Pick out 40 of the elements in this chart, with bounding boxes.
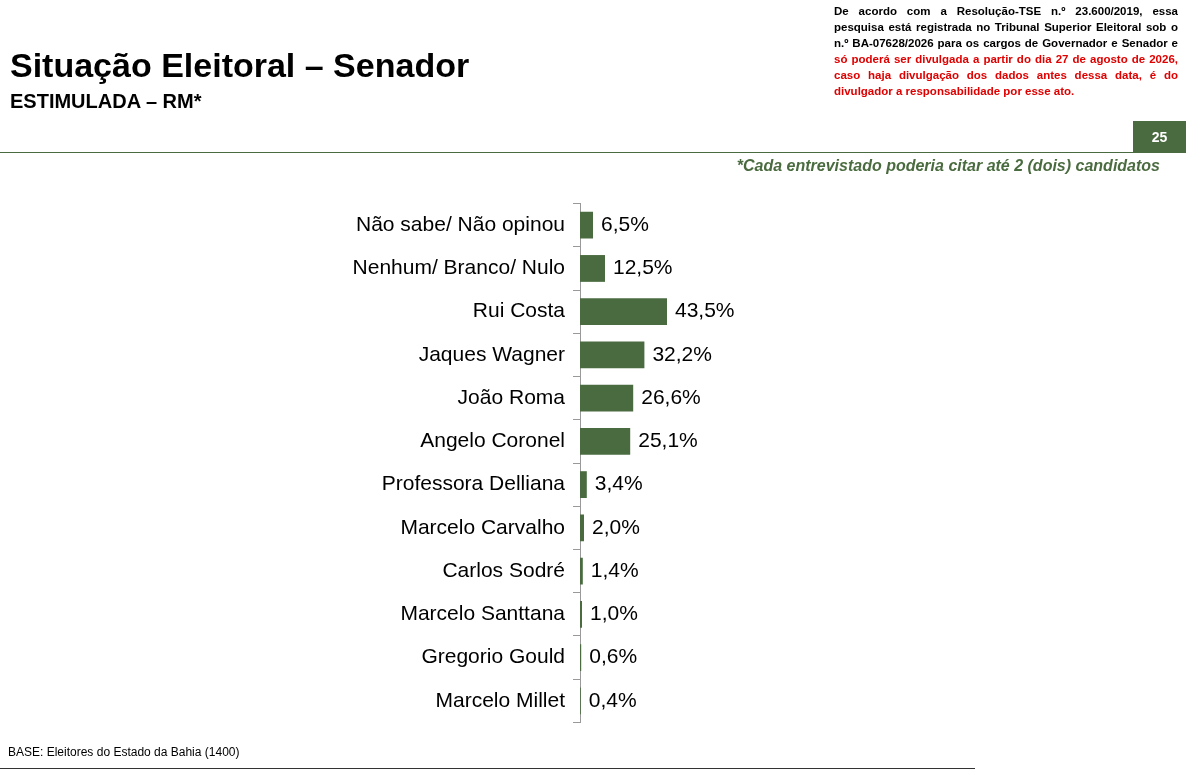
data-label: 25,1% bbox=[638, 428, 698, 452]
y-tick-label: Professora Delliana bbox=[381, 471, 566, 495]
bar bbox=[580, 427, 631, 455]
bar bbox=[580, 211, 593, 239]
data-label: 0,4% bbox=[588, 687, 637, 711]
bar bbox=[580, 341, 645, 369]
text: De acordo com a Resolução-TSE n.º 23.600/2019, essa pesquisa está registrada no Tribunal Superior Eleitoral sob o n.º BA-07628/2026 para os cargos de Governador e Senador e bbox=[834, 5, 1178, 49]
text: Situação Eleitoral – Senador bbox=[10, 46, 470, 85]
y-tick-label: Jaques Wagner bbox=[418, 341, 565, 365]
y-tick-label: Marcelo Santtana bbox=[400, 601, 566, 625]
text: ESTIMULADA – RM* bbox=[10, 90, 202, 113]
text: 25 bbox=[1133, 121, 1186, 152]
text: *Cada entrevistado poderia citar até 2 (dois) candidatos bbox=[736, 157, 1160, 175]
bar bbox=[580, 514, 584, 542]
data-label: 32,2% bbox=[652, 341, 712, 365]
data-label: 6,5% bbox=[601, 212, 649, 236]
bar bbox=[580, 557, 583, 585]
data-label: 0,6% bbox=[589, 644, 638, 668]
data-label: 2,0% bbox=[592, 514, 640, 538]
text: BASE: Eleitores do Estado da Bahia (1400) bbox=[8, 745, 240, 759]
data-label: 1,0% bbox=[590, 601, 638, 625]
y-tick-label: Gregorio Gould bbox=[421, 644, 565, 668]
data-label: 43,5% bbox=[675, 298, 735, 322]
y-tick-label: Angelo Coronel bbox=[420, 428, 565, 452]
bar bbox=[580, 384, 634, 412]
data-label: 26,6% bbox=[641, 384, 701, 408]
data-label: 12,5% bbox=[613, 255, 673, 279]
y-tick-label: Carlos Sodré bbox=[442, 557, 565, 581]
bar bbox=[580, 255, 605, 282]
y-tick-label: Marcelo Millet bbox=[435, 687, 566, 711]
y-tick-label: Nenhum/ Branco/ Nulo bbox=[352, 255, 565, 279]
y-tick-label: João Roma bbox=[457, 384, 566, 408]
bar bbox=[580, 471, 587, 499]
data-label: 3,4% bbox=[594, 471, 643, 495]
y-tick-label: Marcelo Carvalho bbox=[400, 514, 565, 538]
bar bbox=[580, 298, 667, 326]
y-tick-label: Rui Costa bbox=[472, 298, 566, 322]
y-tick-label: Não sabe/ Não opinou bbox=[356, 212, 565, 236]
data-label: 1,4% bbox=[590, 557, 639, 581]
text: só poderá ser divulgada a partir do dia 27 de agosto de 2026, caso haja divulgação dos dados antes dessa data, é do divulgador a responsabilidade por esse ato. bbox=[834, 53, 1178, 97]
